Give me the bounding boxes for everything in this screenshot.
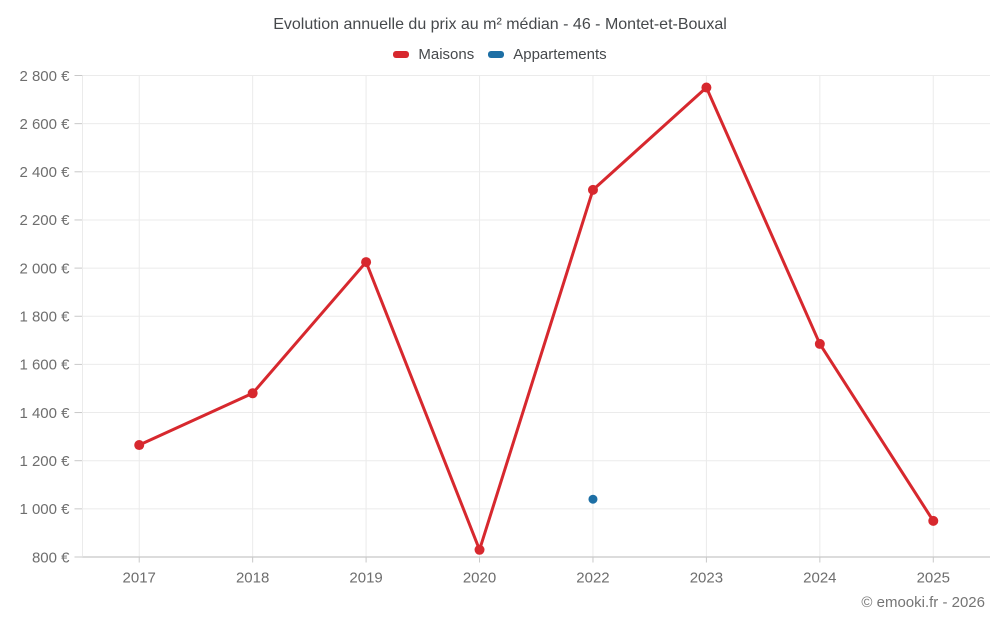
- legend-item-maisons[interactable]: Maisons: [393, 46, 474, 63]
- legend-item-appartements[interactable]: Appartements: [488, 46, 607, 63]
- legend: Maisons Appartements: [0, 46, 1000, 63]
- x-axis-tick-label: 2020: [463, 570, 496, 587]
- y-axis-tick-label: 2 800 €: [19, 68, 70, 85]
- y-axis-tick-label: 2 400 €: [19, 164, 70, 181]
- x-axis-tick-label: 2025: [917, 570, 950, 587]
- data-point-maisons-2022[interactable]: [587, 184, 598, 195]
- data-point-maisons-2019[interactable]: [361, 257, 372, 268]
- x-axis-tick-label: 2018: [236, 570, 269, 587]
- y-axis-tick-label: 2 000 €: [19, 260, 70, 277]
- data-point-maisons-2025[interactable]: [928, 515, 939, 526]
- y-axis-tick-label: 1 600 €: [19, 357, 70, 374]
- data-point-appartements-2022[interactable]: [588, 494, 598, 504]
- y-axis-tick-label: 2 600 €: [19, 116, 70, 133]
- legend-label-maisons: Maisons: [418, 46, 475, 63]
- series-line-maisons: [137, 86, 935, 552]
- y-axis-tick-label: 800 €: [32, 549, 70, 566]
- y-axis-tick-label: 1 400 €: [19, 405, 70, 422]
- data-point-maisons-2018[interactable]: [247, 388, 258, 399]
- x-axis-tick-label: 2019: [349, 570, 382, 587]
- data-point-maisons-2023[interactable]: [701, 82, 712, 93]
- data-point-maisons-2020[interactable]: [474, 544, 485, 555]
- y-axis-tick-label: 1 800 €: [19, 309, 70, 326]
- x-axis-tick-label: 2023: [690, 570, 723, 587]
- copyright-footer: © emooki.fr - 2026: [861, 594, 985, 611]
- x-axis-tick-label: 2022: [576, 570, 609, 587]
- y-axis-tick-label: 1 200 €: [19, 453, 70, 470]
- x-axis-tick-label: 2024: [803, 570, 836, 587]
- legend-label-appartements: Appartements: [513, 46, 607, 63]
- data-point-maisons-2017[interactable]: [134, 440, 145, 451]
- y-axis-tick-label: 2 200 €: [19, 212, 70, 229]
- data-point-maisons-2024[interactable]: [814, 338, 825, 349]
- legend-marker-maisons-icon: [393, 51, 410, 58]
- y-axis-tick-label: 1 000 €: [19, 501, 70, 518]
- x-axis-tick-label: 2017: [123, 570, 156, 587]
- legend-marker-appartements-icon: [488, 51, 505, 58]
- chart-title: Evolution annuelle du prix au m² médian …: [273, 16, 727, 33]
